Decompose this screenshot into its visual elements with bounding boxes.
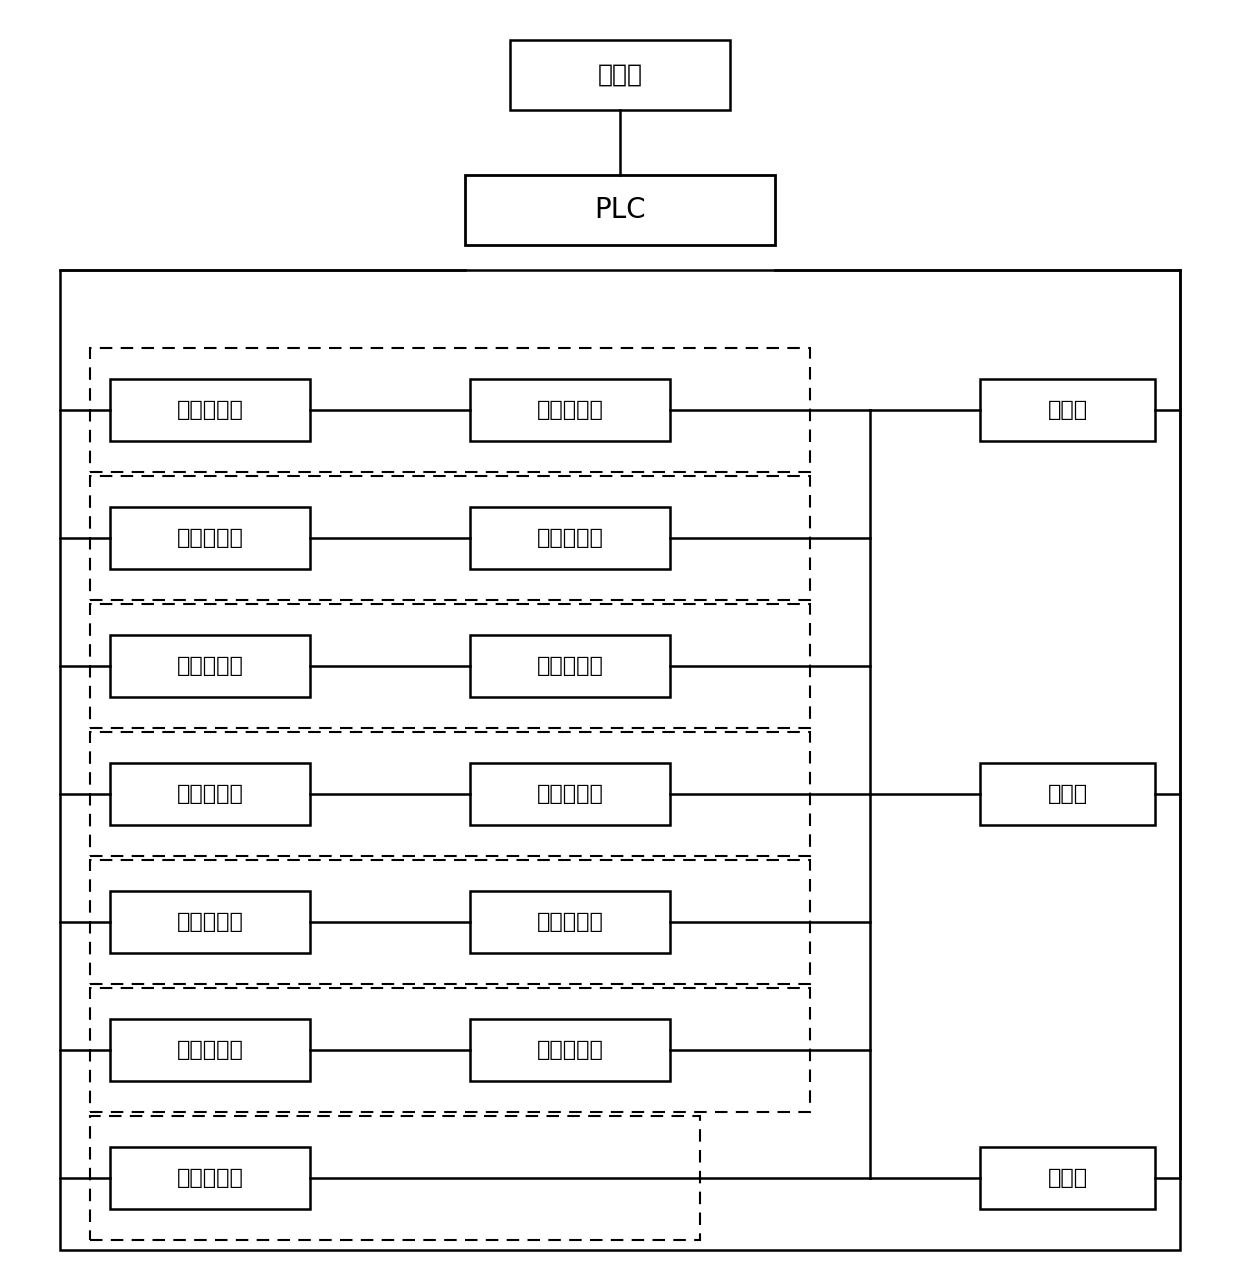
Bar bbox=[470, 764, 670, 825]
Bar bbox=[470, 891, 670, 953]
Text: 压力传感器: 压力传感器 bbox=[176, 400, 243, 420]
Text: 压力传感器: 压力传感器 bbox=[176, 912, 243, 932]
Bar bbox=[110, 506, 310, 569]
Text: 报警器: 报警器 bbox=[1048, 784, 1087, 804]
Text: 压力传感器: 压力传感器 bbox=[176, 656, 243, 677]
Text: 压力传感器: 压力传感器 bbox=[176, 528, 243, 547]
Bar bbox=[465, 175, 775, 246]
Text: PLC: PLC bbox=[594, 196, 646, 224]
Bar bbox=[91, 476, 810, 600]
Text: 温度传感器: 温度传感器 bbox=[537, 400, 604, 420]
Bar bbox=[980, 379, 1154, 441]
Text: 温度传感器: 温度传感器 bbox=[537, 528, 604, 547]
Text: 压力传感器: 压力传感器 bbox=[176, 1040, 243, 1060]
Bar bbox=[110, 891, 310, 953]
Bar bbox=[510, 40, 730, 110]
Bar bbox=[470, 1019, 670, 1081]
Text: 温度传感器: 温度传感器 bbox=[537, 912, 604, 932]
Bar bbox=[980, 1147, 1154, 1209]
Text: 温度传感器: 温度传感器 bbox=[537, 1040, 604, 1060]
Text: 报警器: 报警器 bbox=[1048, 1168, 1087, 1188]
Text: 压力传感器: 压力传感器 bbox=[176, 1168, 243, 1188]
Bar bbox=[91, 348, 810, 472]
Bar bbox=[110, 634, 310, 697]
Bar bbox=[91, 604, 810, 728]
Text: 报警器: 报警器 bbox=[1048, 400, 1087, 420]
Text: 压力传感器: 压力传感器 bbox=[176, 784, 243, 804]
Bar bbox=[91, 732, 810, 856]
Bar bbox=[110, 1147, 310, 1209]
Text: 计算机: 计算机 bbox=[598, 63, 642, 87]
Bar bbox=[60, 270, 1180, 1250]
Text: 温度传感器: 温度传感器 bbox=[537, 656, 604, 677]
Bar bbox=[110, 379, 310, 441]
Bar bbox=[110, 764, 310, 825]
Bar bbox=[980, 764, 1154, 825]
Text: 温度传感器: 温度传感器 bbox=[537, 784, 604, 804]
Bar bbox=[110, 1019, 310, 1081]
Bar bbox=[470, 379, 670, 441]
Bar bbox=[91, 1117, 701, 1241]
Bar bbox=[91, 987, 810, 1111]
Bar bbox=[91, 859, 810, 984]
Bar bbox=[470, 506, 670, 569]
Bar bbox=[470, 634, 670, 697]
